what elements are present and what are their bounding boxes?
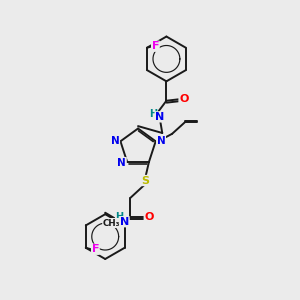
Text: H: H bbox=[116, 212, 124, 222]
Text: N: N bbox=[155, 112, 164, 122]
Text: N: N bbox=[111, 136, 119, 146]
Text: N: N bbox=[117, 158, 126, 168]
Text: O: O bbox=[179, 94, 188, 104]
Text: H: H bbox=[148, 110, 157, 119]
Text: N: N bbox=[157, 136, 165, 146]
Text: S: S bbox=[141, 176, 149, 185]
Text: N: N bbox=[120, 217, 129, 227]
Text: F: F bbox=[92, 244, 99, 254]
Text: F: F bbox=[152, 41, 159, 51]
Text: CH₃: CH₃ bbox=[103, 218, 120, 227]
Text: O: O bbox=[144, 212, 154, 222]
